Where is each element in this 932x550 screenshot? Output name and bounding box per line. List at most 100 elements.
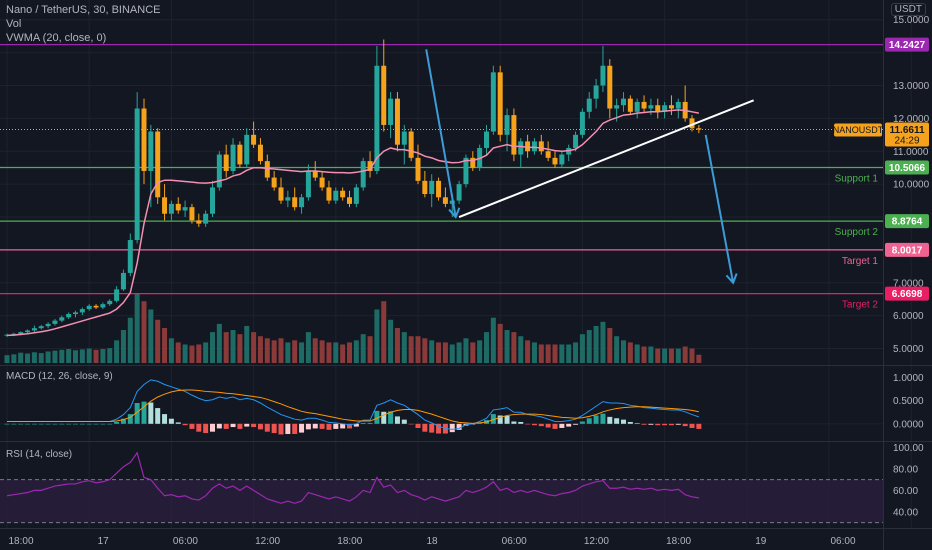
- candle-body: [120, 272, 126, 290]
- candle-body: [340, 190, 346, 198]
- macd-histogram-bar: [189, 423, 195, 429]
- macd-tick-label: 0.5000: [893, 396, 924, 407]
- volume-bar: [292, 340, 298, 363]
- vwma-label: VWMA (20, close, 0): [6, 32, 107, 44]
- candle-body: [11, 333, 17, 335]
- candle-body: [107, 300, 113, 305]
- volume-bar: [621, 340, 626, 363]
- volume-bar: [86, 348, 92, 363]
- price-tick-label: 5.0000: [893, 344, 924, 355]
- macd-histogram-bar: [312, 423, 318, 429]
- macd-histogram-bar: [675, 423, 681, 425]
- volume-bar: [11, 354, 17, 363]
- volume-bar: [216, 323, 222, 363]
- volume-bar: [278, 338, 284, 363]
- macd-histogram-bar: [449, 423, 455, 433]
- volume-bar: [66, 349, 72, 363]
- candle-body: [25, 330, 31, 333]
- candle-body: [66, 314, 72, 318]
- candle-body: [525, 141, 531, 152]
- candle-body: [696, 128, 702, 130]
- macd-histogram-bar: [264, 423, 270, 432]
- volume-label: Vol: [6, 18, 22, 30]
- macd-histogram-bar: [168, 418, 174, 424]
- time-tick-label: 18: [426, 536, 438, 547]
- drop-arrow-2: [704, 134, 735, 283]
- macd-histogram-bar: [257, 423, 263, 430]
- currency-unit[interactable]: USDT: [890, 3, 926, 16]
- macd-histogram-bar: [607, 416, 613, 424]
- volume-bar: [477, 340, 483, 363]
- macd-histogram-bar: [408, 423, 414, 425]
- candle-body: [394, 98, 400, 145]
- macd-histogram-bar: [292, 423, 298, 434]
- resistance-axis-label: 14.2427: [889, 40, 926, 51]
- volume-bar: [299, 342, 305, 363]
- macd-histogram-bar: [586, 418, 592, 424]
- candle-body: [634, 101, 640, 112]
- macd-histogram-bar: [196, 423, 202, 432]
- volume-bar: [668, 348, 674, 363]
- macd-histogram-bar: [210, 423, 215, 432]
- macd-histogram-bar: [415, 423, 421, 428]
- volume-bar: [573, 342, 579, 363]
- candle-body: [31, 328, 37, 331]
- candle-body: [374, 65, 380, 171]
- candle-body: [210, 187, 215, 214]
- volume-bar: [127, 317, 133, 363]
- candle-body: [86, 305, 92, 310]
- volume-bar: [456, 342, 462, 363]
- candle-body: [148, 131, 154, 171]
- volume-bar: [312, 338, 318, 363]
- macd-histogram-bar: [538, 423, 544, 427]
- volume-bar: [230, 330, 236, 363]
- candle-body: [573, 134, 579, 148]
- macd-label: MACD (12, 26, close, 9): [6, 371, 113, 382]
- volume-bar: [388, 319, 394, 363]
- volume-bar: [120, 330, 126, 363]
- volume-bar: [155, 319, 161, 363]
- time-tick-label: 18:00: [666, 536, 691, 547]
- volume-bar: [223, 332, 229, 363]
- volume-bar: [634, 344, 640, 363]
- volume-bar: [175, 342, 181, 363]
- candle-body: [593, 85, 599, 99]
- macd-histogram-bar: [244, 423, 250, 427]
- macd-histogram-bar: [107, 423, 113, 425]
- volume-bar: [264, 338, 270, 363]
- rsi-tick-label: 80.00: [893, 464, 918, 475]
- candle-body: [627, 98, 633, 112]
- candle-body: [600, 65, 606, 86]
- candle-body: [73, 312, 78, 315]
- rsi-label: RSI (14, close): [6, 449, 73, 460]
- volume-bar: [305, 332, 311, 363]
- chart-legend: Nano / TetherUS, 30, BINANCE Vol VWMA (2…: [6, 3, 160, 45]
- macd-histogram-bar: [566, 423, 572, 427]
- support-2-axis-box: [885, 214, 929, 229]
- candle-body: [251, 134, 257, 145]
- macd-histogram-bar: [634, 423, 640, 424]
- volume-bar: [107, 348, 113, 363]
- macd-histogram-bar: [422, 423, 428, 432]
- candle-body: [436, 180, 442, 198]
- volume-bar: [59, 349, 65, 363]
- candle-body: [45, 323, 51, 327]
- volume-bar: [463, 338, 469, 363]
- price-tick-label: 10.0000: [893, 180, 930, 191]
- macd-histogram-bar: [25, 423, 31, 425]
- candle-body: [484, 131, 489, 148]
- macd-histogram-bar: [52, 423, 58, 425]
- support-2-axis-label: 8.8764: [892, 217, 923, 228]
- candle-body: [196, 220, 202, 224]
- volume-bar: [600, 321, 606, 363]
- candle-body: [367, 161, 373, 171]
- candle-body: [285, 197, 291, 201]
- macd-histogram-bar: [66, 423, 72, 425]
- candle-body: [648, 105, 654, 109]
- volume-bar: [134, 293, 140, 363]
- macd-histogram-bar: [278, 423, 284, 435]
- candle-body: [216, 154, 222, 188]
- macd-histogram-bar: [497, 415, 503, 424]
- support-1-text: Support 1: [835, 173, 879, 184]
